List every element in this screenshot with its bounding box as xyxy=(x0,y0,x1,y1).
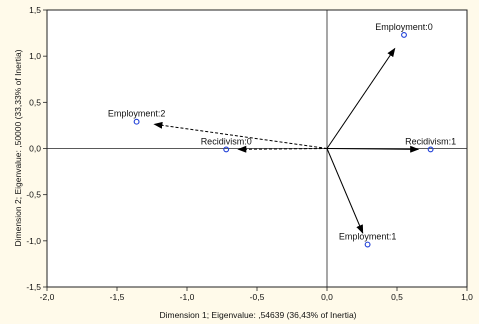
y-tick-label: -1,5 xyxy=(26,282,41,292)
point-label-recidivism-0: Recidivism:0 xyxy=(201,136,252,146)
x-tick-label: 1,0 xyxy=(461,292,473,302)
y-tick-label: -1,0 xyxy=(26,236,41,246)
x-axis-label: Dimension 1; Eigenvalue: ,54639 (36,43% … xyxy=(159,310,356,320)
x-tick-label: -1,5 xyxy=(110,292,125,302)
x-tick-label: -2,0 xyxy=(40,292,55,302)
y-axis-ticks: -1,5 -1,0 -0,5 0,0 0,5 1,0 1,5 xyxy=(26,5,47,292)
x-tick-label: -0,5 xyxy=(250,292,265,302)
x-axis-ticks: -2,0 -1,5 -1,0 -0,5 0,0 0,5 1,0 xyxy=(40,287,474,302)
y-tick-label: 1,0 xyxy=(29,51,41,61)
y-axis-label: Dimension 2; Eigenvalue: ,50000 (33,33% … xyxy=(13,49,23,246)
point-label-employment-2: Employment:2 xyxy=(108,109,166,119)
point-label-employment-0: Employment:0 xyxy=(375,22,433,32)
point-label-recidivism-1: Recidivism:1 xyxy=(405,136,456,146)
x-tick-label: 0,5 xyxy=(391,292,403,302)
y-tick-label: 1,5 xyxy=(29,5,41,15)
y-tick-label: -0,5 xyxy=(26,190,41,200)
x-tick-label: -1,0 xyxy=(180,292,195,302)
y-tick-label: 0,5 xyxy=(29,97,41,107)
y-tick-label: 0,0 xyxy=(29,144,41,154)
point-label-employment-1: Employment:1 xyxy=(339,232,397,242)
x-tick-label: 0,0 xyxy=(321,292,333,302)
